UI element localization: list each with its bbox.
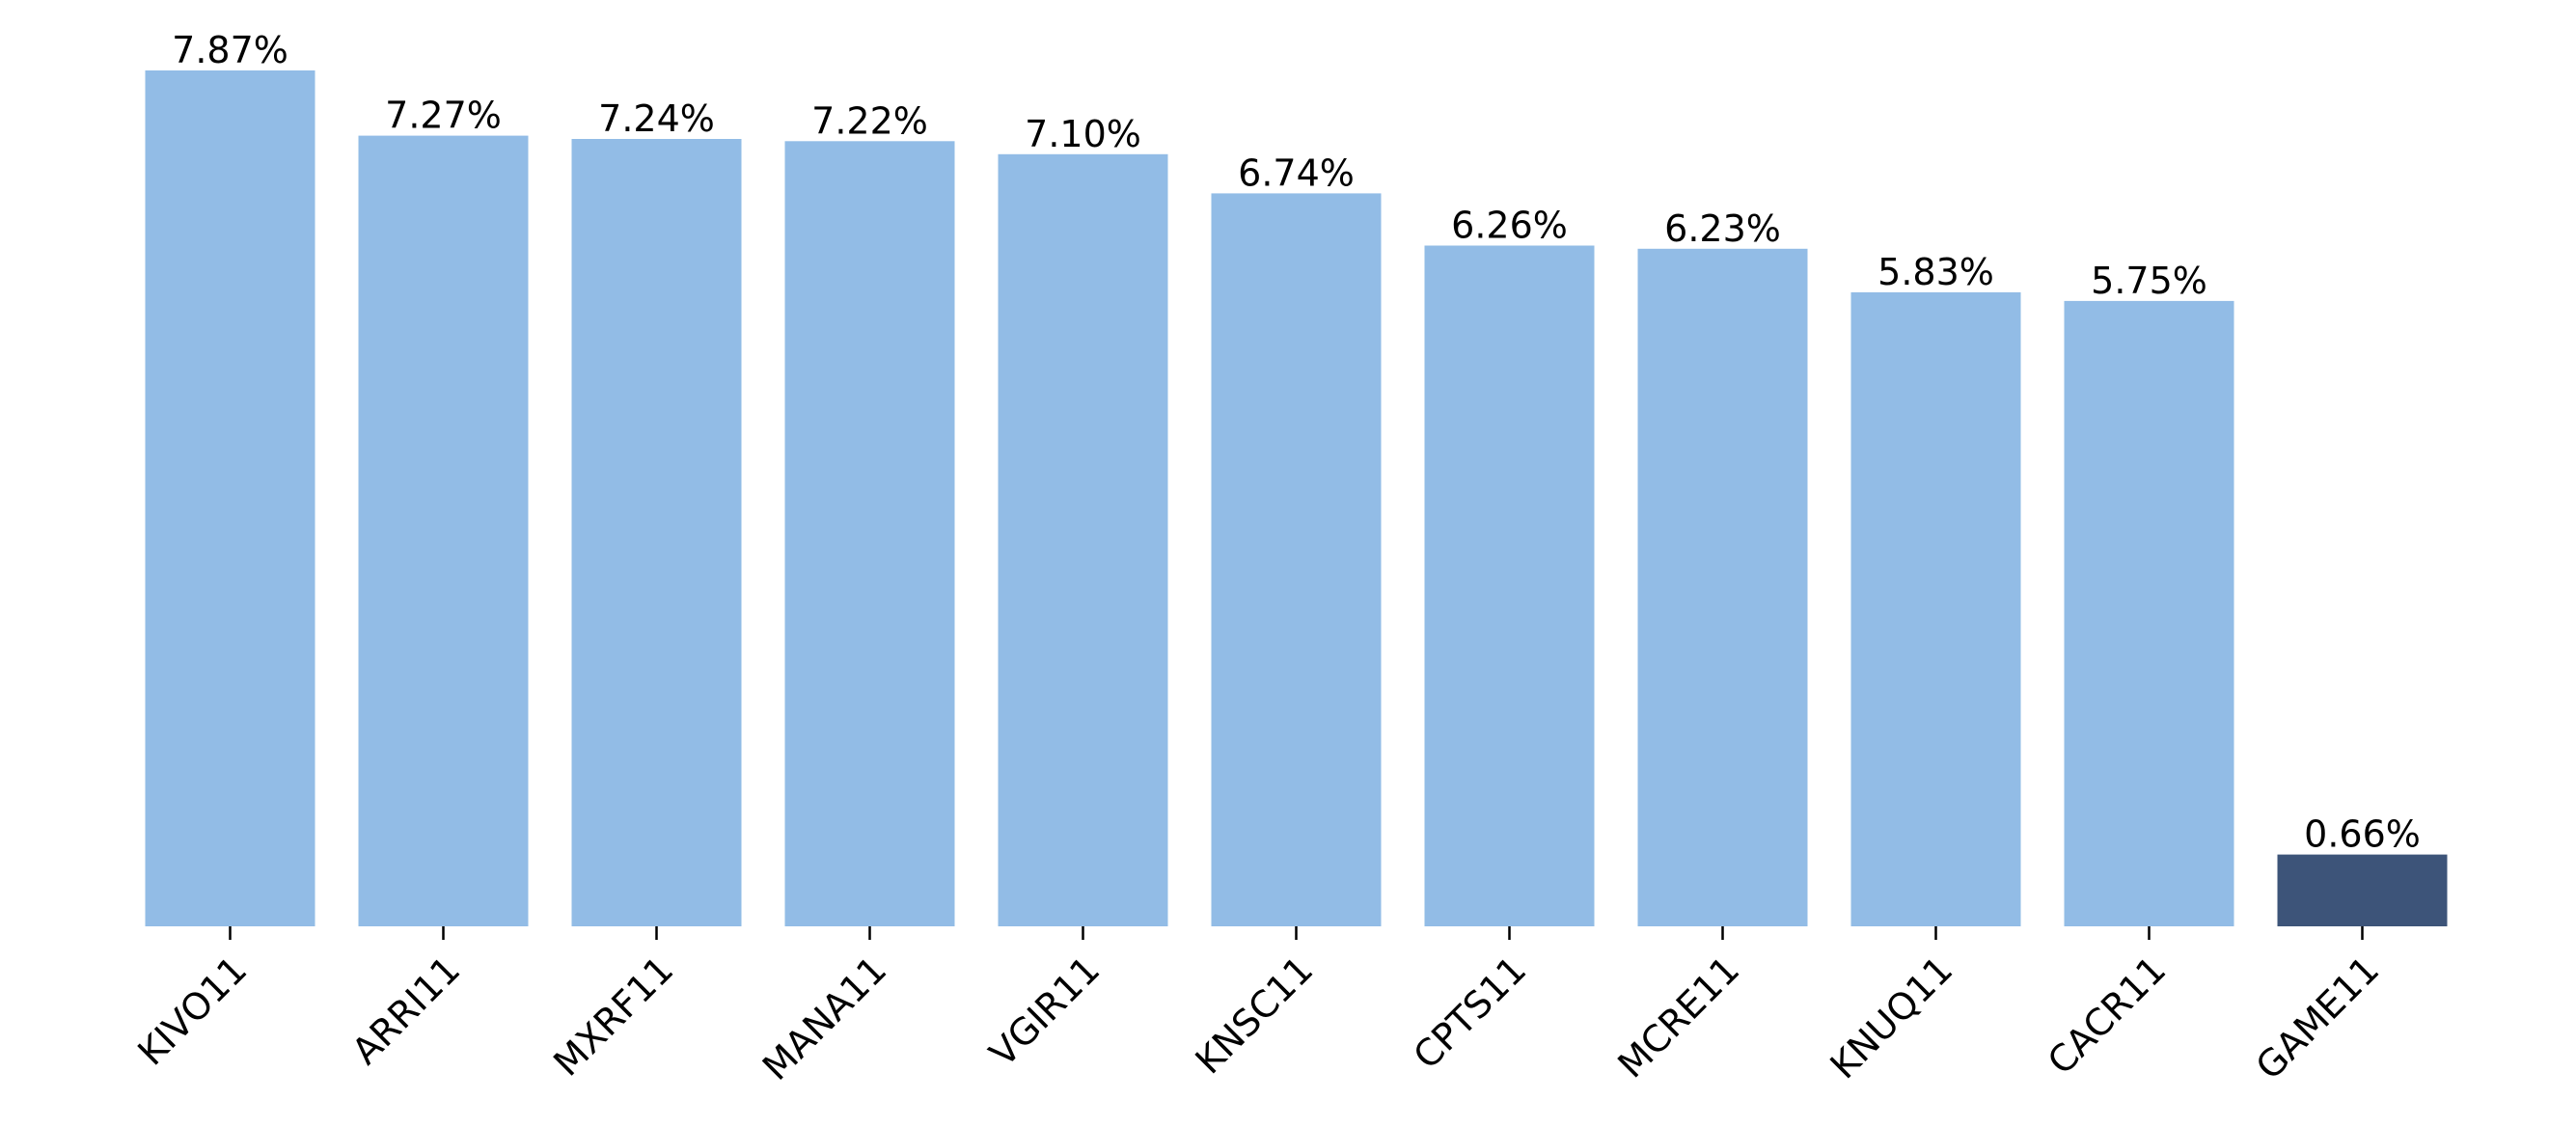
x-tick-label-game11: GAME11: [2248, 949, 2388, 1088]
x-tick-label-knuq11: KNUQ11: [1822, 949, 1960, 1087]
x-ticks-group: [229, 926, 2364, 940]
bar-knsc11: [1211, 193, 1382, 926]
value-label-cacr11: 5.75%: [2091, 260, 2207, 302]
bar-cpts11: [1424, 245, 1595, 926]
value-label-knuq11: 5.83%: [1877, 251, 1994, 293]
x-tick-label-cpts11: CPTS11: [1406, 949, 1535, 1078]
x-tick-label-mxrf11: MXRF11: [545, 949, 681, 1085]
value-label-vgir11: 7.10%: [1025, 113, 1141, 155]
bar-mana11: [784, 141, 955, 927]
bar-arri11: [358, 135, 529, 927]
value-label-mana11: 7.22%: [811, 99, 928, 142]
value-label-knsc11: 6.74%: [1238, 151, 1355, 194]
x-tick-label-mcre11: MCRE11: [1609, 949, 1747, 1087]
value-label-kivo11: 7.87%: [172, 29, 288, 71]
value-label-game11: 0.66%: [2304, 813, 2421, 856]
bar-cacr11: [2064, 300, 2234, 926]
bars-group: [145, 70, 2448, 927]
bar-mcre11: [1637, 248, 1808, 926]
x-tick-label-vgir11: VGIR11: [981, 949, 1108, 1075]
bar-kivo11: [145, 70, 315, 926]
bar-mxrf11: [571, 139, 742, 926]
bar-knuq11: [1850, 291, 2021, 926]
value-label-mcre11: 6.23%: [1664, 207, 1781, 250]
bar-vgir11: [998, 153, 1168, 927]
x-tick-label-knsc11: KNSC11: [1187, 949, 1321, 1083]
x-tick-label-mana11: MANA11: [754, 949, 894, 1088]
value-labels-group: 7.87% 7.27% 7.24% 7.22% 7.10% 6.74% 6.26% 6.23%…: [172, 29, 2421, 856]
value-label-mxrf11: 7.24%: [598, 97, 715, 140]
x-tick-label-kivo11: KIVO11: [129, 949, 255, 1074]
x-tick-label-cacr11: CACR11: [2040, 949, 2174, 1083]
bar-game11: [2277, 854, 2448, 926]
value-label-cpts11: 6.26%: [1451, 205, 1568, 247]
x-tick-labels-group: KIVO11 ARRI11 MXRF11 MANA11 VGIR11 KNSC11 CPTS…: [129, 949, 2387, 1088]
value-label-arri11: 7.27%: [385, 95, 502, 137]
x-tick-label-arri11: ARRI11: [343, 949, 468, 1073]
